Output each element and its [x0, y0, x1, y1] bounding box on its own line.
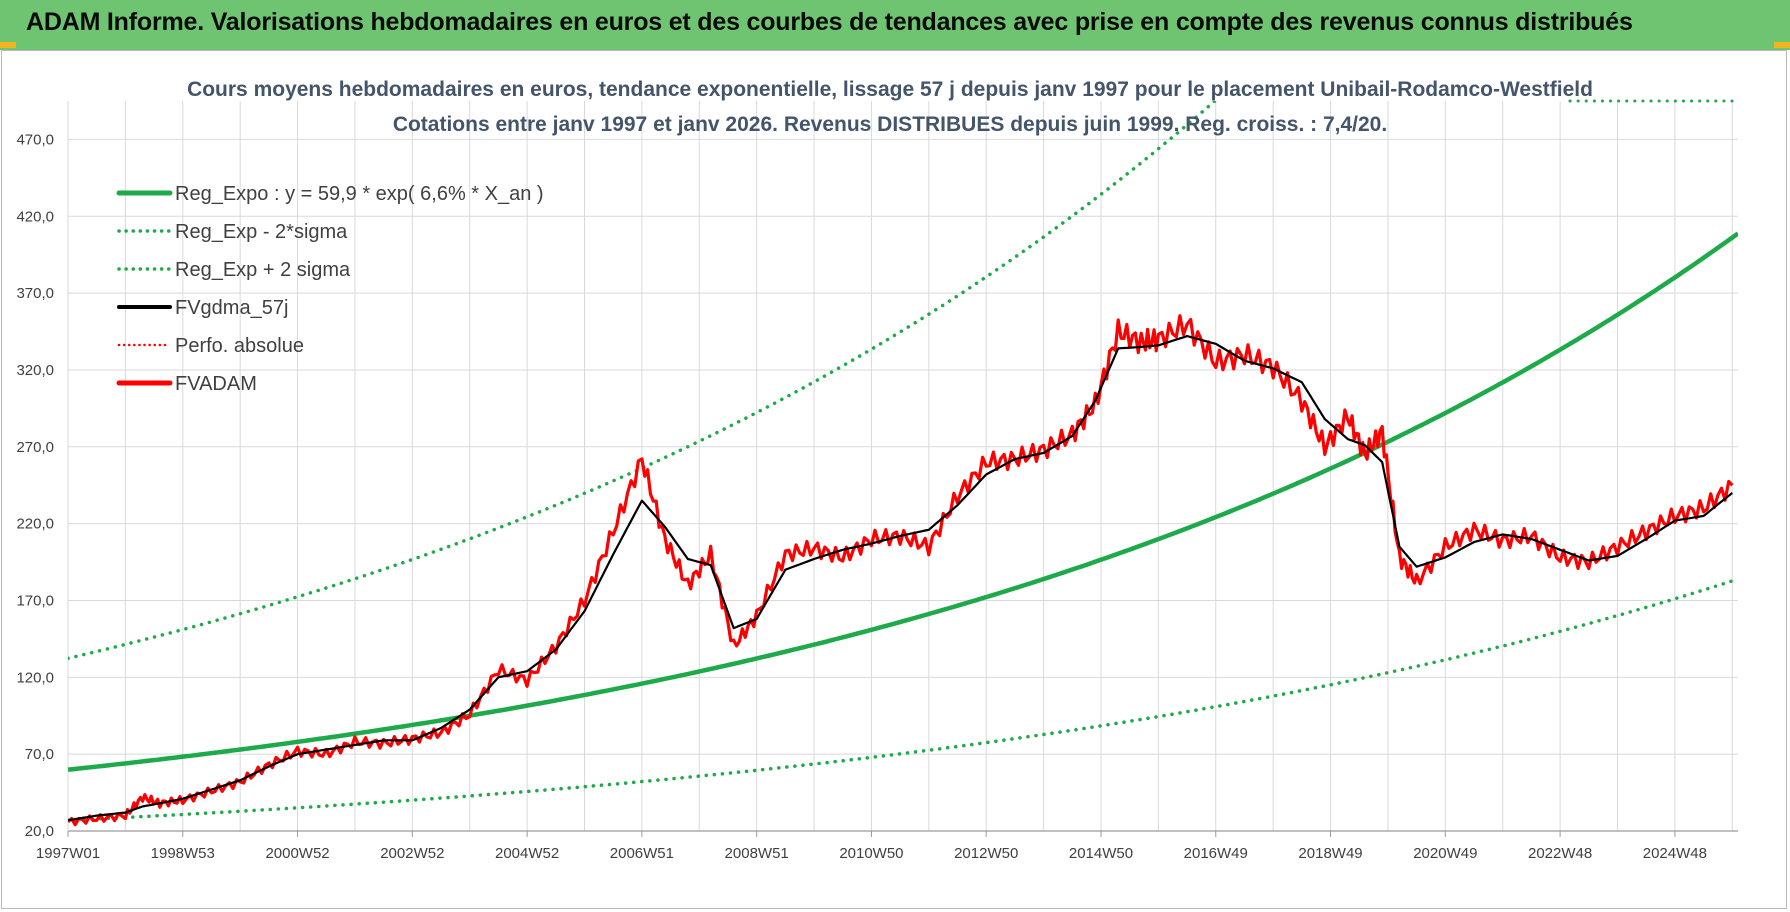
x-tick-label: 2014W50: [1069, 845, 1133, 862]
series-fvgdma-57j: [68, 335, 1733, 822]
x-tick-label: 2006W51: [610, 845, 674, 862]
chart-series: [68, 99, 1740, 827]
legend-label: Reg_Expo : y = 59,9 * exp( 6,6% * X_an ): [175, 183, 544, 205]
x-tick-label: 2012W50: [954, 845, 1018, 862]
x-tick-label: 2010W50: [839, 845, 903, 862]
legend-label: Perfo. absolue: [175, 335, 304, 357]
y-tick-label: 20,0: [25, 823, 54, 840]
chart-subtitle: Cotations entre janv 1997 et janv 2026. …: [393, 113, 1387, 136]
x-tick-label: 2004W52: [495, 845, 559, 862]
header-bar: ADAM Informe. Valorisations hebdomadaire…: [0, 0, 1790, 50]
legend-label: Reg_Exp - 2*sigma: [175, 221, 348, 243]
chart-title: Cours moyens hebdomadaires en euros, ten…: [187, 78, 1593, 101]
corner-marker-right: [1774, 42, 1790, 48]
x-tick-label: 2018W49: [1298, 845, 1362, 862]
y-tick-label: 270,0: [16, 439, 54, 456]
legend-label: FVgdma_57j: [175, 297, 288, 319]
x-tick-label: 2000W52: [265, 845, 329, 862]
series-reg-lower: [68, 577, 1738, 823]
chart-grid: [68, 101, 1738, 832]
y-tick-label: 470,0: [16, 131, 54, 148]
x-tick-label: 2022W48: [1528, 845, 1592, 862]
y-tick-label: 170,0: [16, 592, 54, 609]
header-title: ADAM Informe. Valorisations hebdomadaire…: [26, 8, 1633, 36]
x-tick-labels: 1997W01 1998W53 2000W52 2002W52 2004W52 2006W…: [36, 845, 1707, 862]
x-tick-label: 1998W53: [151, 845, 215, 862]
y-tick-label: 120,0: [16, 669, 54, 686]
y-tick-labels: 20,0 70,0 120,0 170,0 220,0 270,0 320,0 370,0 42…: [16, 131, 54, 840]
x-tick-label: 2002W52: [380, 845, 444, 862]
y-tick-label: 420,0: [16, 208, 54, 225]
chart-axes: [67, 101, 1738, 837]
legend-label: Reg_Exp + 2 sigma: [175, 259, 351, 281]
legend-label: FVADAM: [175, 373, 257, 395]
y-tick-label: 370,0: [16, 285, 54, 302]
y-tick-label: 70,0: [25, 746, 54, 763]
series-reg-expo: [68, 231, 1738, 772]
y-tick-label: 320,0: [16, 362, 54, 379]
x-tick-label: 2016W49: [1184, 845, 1248, 862]
x-tick-label: 2008W51: [725, 845, 789, 862]
x-tick-label: 1997W01: [36, 845, 100, 862]
corner-marker-left: [0, 42, 16, 48]
chart-frame: [1, 50, 1787, 909]
x-tick-label: 2020W49: [1413, 845, 1477, 862]
y-tick-label: 220,0: [16, 516, 54, 533]
chart-legend: Reg_Expo : y = 59,9 * exp( 6,6% * X_an )…: [116, 183, 544, 395]
x-tick-label: 2024W48: [1643, 845, 1707, 862]
